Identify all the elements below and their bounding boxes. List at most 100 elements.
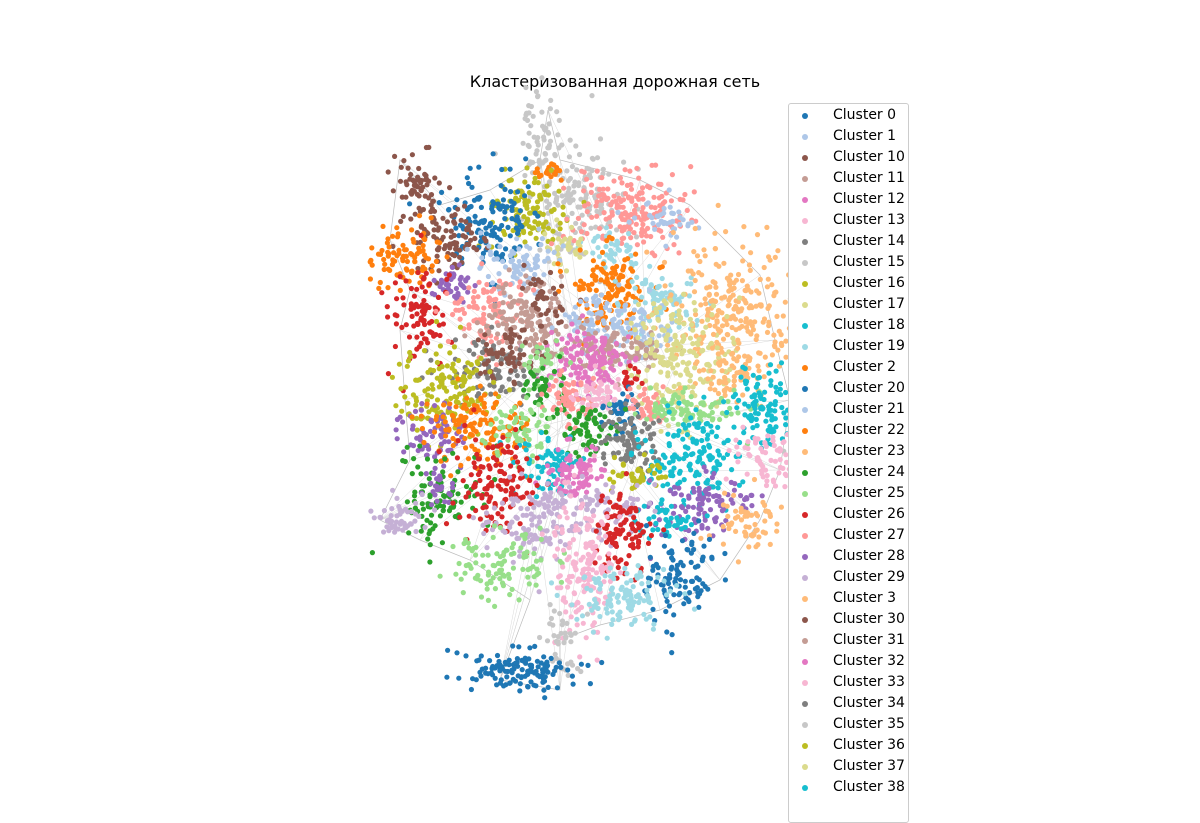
scatter-point — [729, 363, 735, 369]
scatter-point — [731, 378, 737, 384]
scatter-point — [584, 230, 590, 237]
scatter-point — [611, 316, 617, 322]
scatter-point — [485, 456, 491, 462]
scatter-point — [378, 251, 384, 257]
scatter-point — [606, 171, 612, 177]
road-segment — [409, 289, 531, 433]
scatter-point — [548, 467, 554, 473]
scatter-point — [512, 454, 518, 460]
scatter-point — [665, 342, 671, 348]
scatter-point — [470, 385, 476, 391]
scatter-point — [685, 268, 691, 274]
scatter-point — [534, 494, 540, 500]
scatter-point — [713, 515, 719, 521]
scatter-point — [457, 324, 464, 330]
scatter-point — [634, 478, 640, 484]
scatter-point — [509, 216, 515, 222]
scatter-point — [493, 250, 499, 256]
scatter-point — [706, 491, 712, 497]
scatter-point — [632, 444, 638, 450]
scatter-point — [481, 311, 487, 317]
scatter-point — [667, 219, 673, 225]
scatter-point — [592, 407, 599, 413]
scatter-point — [493, 416, 499, 422]
scatter-point — [626, 284, 632, 290]
scatter-point — [640, 185, 646, 191]
scatter-point — [507, 253, 513, 259]
scatter-point — [481, 404, 487, 410]
scatter-point — [478, 204, 484, 210]
scatter-point — [759, 493, 765, 499]
scatter-point — [523, 273, 529, 279]
scatter-point — [514, 535, 520, 542]
scatter-point — [668, 503, 675, 509]
scatter-point — [555, 447, 561, 453]
scatter-point — [449, 264, 455, 270]
scatter-point — [381, 266, 387, 273]
scatter-point — [521, 431, 527, 437]
scatter-point — [701, 367, 707, 373]
scatter-point — [441, 402, 447, 408]
scatter-point — [529, 497, 535, 503]
scatter-point — [628, 458, 635, 465]
scatter-point — [532, 381, 538, 388]
scatter-point — [640, 221, 646, 228]
scatter-point — [409, 313, 415, 319]
cluster-21-points — [615, 187, 702, 249]
scatter-point — [783, 354, 789, 360]
scatter-point — [624, 242, 630, 248]
scatter-point — [639, 209, 645, 215]
scatter-point — [620, 204, 626, 210]
scatter-point — [472, 464, 478, 470]
scatter-point — [500, 285, 506, 291]
scatter-point — [670, 396, 676, 402]
scatter-point — [530, 205, 536, 211]
scatter-point — [616, 312, 622, 318]
scatter-point — [472, 219, 478, 225]
scatter-point — [574, 505, 580, 511]
scatter-point — [475, 294, 481, 300]
scatter-point — [398, 218, 404, 224]
scatter-point — [519, 224, 525, 230]
scatter-point — [743, 316, 749, 322]
scatter-point — [702, 517, 708, 523]
scatter-point — [642, 437, 649, 443]
scatter-point — [527, 477, 533, 483]
scatter-point — [497, 468, 503, 474]
scatter-point — [381, 256, 387, 263]
scatter-point — [472, 235, 478, 242]
scatter-point — [577, 247, 583, 253]
scatter-point — [525, 216, 531, 222]
scatter-point — [469, 184, 475, 190]
scatter-point — [483, 510, 490, 516]
scatter-point — [735, 410, 741, 416]
scatter-point — [614, 308, 620, 314]
scatter-point — [536, 226, 542, 232]
scatter-point — [548, 451, 554, 457]
scatter-point — [452, 337, 459, 343]
scatter-point — [490, 209, 496, 215]
scatter-point — [369, 262, 375, 268]
scatter-point — [695, 496, 701, 502]
scatter-point — [669, 210, 675, 216]
scatter-point — [603, 271, 610, 277]
scatter-point — [701, 394, 707, 400]
scatter-point — [483, 231, 489, 237]
scatter-point — [476, 456, 482, 462]
scatter-point — [772, 483, 779, 489]
cluster-29-points — [470, 471, 593, 595]
scatter-point — [571, 381, 577, 387]
scatter-point — [707, 386, 713, 392]
scatter-point — [512, 404, 518, 411]
scatter-point — [696, 472, 702, 478]
scatter-point — [516, 360, 522, 367]
scatter-point — [423, 270, 429, 276]
scatter-point — [419, 284, 425, 290]
scatter-point — [696, 336, 702, 342]
scatter-point — [580, 400, 586, 406]
scatter-point — [550, 500, 556, 506]
scatter-point — [595, 233, 601, 239]
scatter-point — [647, 212, 653, 218]
scatter-point — [626, 291, 632, 297]
scatter-point — [552, 153, 558, 159]
